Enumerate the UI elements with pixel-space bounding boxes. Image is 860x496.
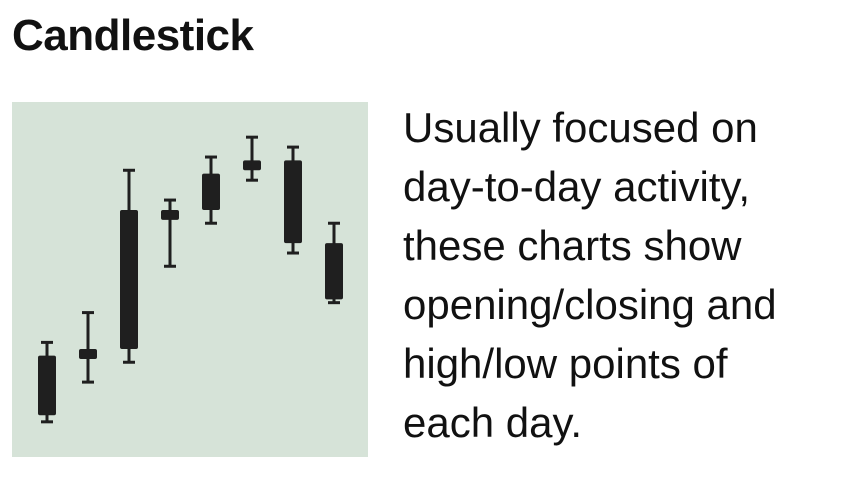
candle-body xyxy=(202,173,220,210)
candle-body xyxy=(161,209,179,220)
candle xyxy=(120,168,138,364)
candle-body xyxy=(38,355,56,416)
candle-body xyxy=(243,160,261,171)
candles xyxy=(38,135,343,424)
chart-title: Candlestick xyxy=(12,11,254,60)
description-line: day-to-day activity, xyxy=(403,163,751,210)
description-line: each day. xyxy=(403,399,583,446)
candle-body xyxy=(120,209,138,350)
candle xyxy=(161,198,179,268)
description-line: opening/closing and xyxy=(403,281,777,328)
candle-body xyxy=(79,349,97,359)
candle xyxy=(202,155,220,225)
candle xyxy=(79,311,97,384)
candle xyxy=(284,145,302,255)
candle-body xyxy=(284,160,302,244)
chart-background xyxy=(12,102,368,457)
candlestick-illustration xyxy=(12,102,368,457)
candle xyxy=(325,221,343,305)
candle-body xyxy=(325,243,343,300)
description-line: these charts show xyxy=(403,222,742,269)
candlestick-chart xyxy=(12,102,368,457)
description-line: Usually focused on xyxy=(403,104,758,151)
candle xyxy=(243,135,261,182)
candle xyxy=(38,340,56,424)
description-line: high/low points of xyxy=(403,340,728,387)
description: Usually focused on day-to-day activity, … xyxy=(403,98,853,452)
